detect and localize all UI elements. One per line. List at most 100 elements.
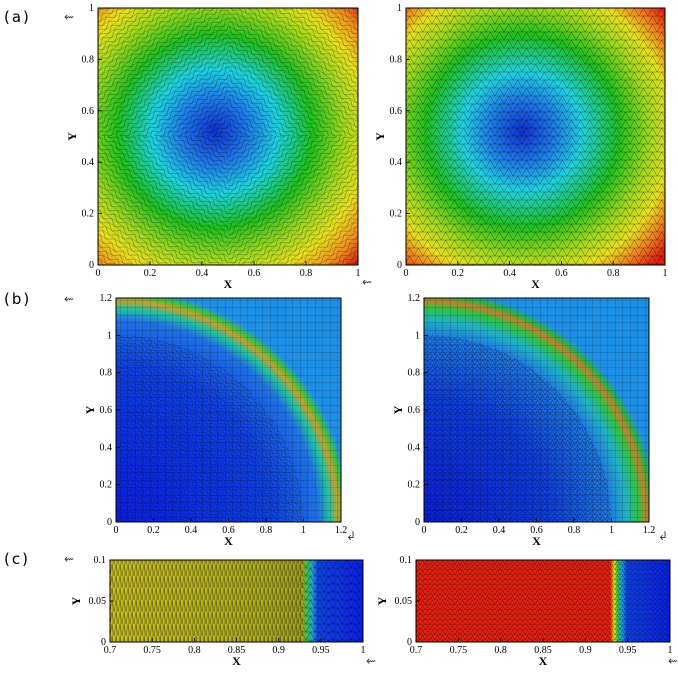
arrow-mark-c: ⇜ [64, 552, 75, 566]
x-tick-label: 0.8 [568, 525, 581, 536]
y-tick-label: 1 [107, 330, 112, 341]
x-tick-label: 0.6 [530, 525, 543, 536]
x-tick-label: 0.95 [619, 645, 637, 656]
plot-a-right [405, 7, 666, 266]
x-tick-label: 1 [609, 525, 614, 536]
y-tick-label: 0.6 [408, 405, 421, 416]
x-tick-label: 1 [356, 268, 361, 279]
y-tick-label: 1 [397, 3, 402, 14]
y-tick-label: 0 [415, 517, 420, 528]
y-tick-label: 1 [89, 3, 94, 14]
y-tick-label: 1 [415, 330, 420, 341]
x-axis-title: X [224, 534, 233, 548]
x-tick-label: 0.2 [147, 525, 160, 536]
y-tick-label: 0.8 [82, 54, 95, 65]
y-axis-title: Y [83, 405, 97, 414]
y-axis-title: Y [69, 596, 83, 605]
x-tick-label: 0 [404, 268, 409, 279]
y-axis-title: Y [375, 596, 389, 605]
x-tick-label: 1.2 [643, 525, 656, 536]
x-tick-label: 0.9 [579, 645, 592, 656]
y-tick-label: 0.2 [408, 480, 421, 491]
y-tick-label: 0.8 [390, 54, 403, 65]
x-tick-label: 0.85 [534, 645, 552, 656]
x-tick-label: 1 [361, 645, 366, 656]
x-tick-label: 1 [663, 268, 668, 279]
y-tick-label: 1.2 [100, 293, 113, 304]
y-axis-title: Y [373, 132, 387, 141]
y-tick-label: 0.6 [390, 106, 403, 117]
x-tick-label: 0.6 [248, 268, 261, 279]
x-tick-label: 0.8 [188, 645, 201, 656]
y-tick-label: 0.6 [82, 106, 95, 117]
x-tick-label: 0.6 [555, 268, 568, 279]
return-mark-b: ↲ [346, 529, 357, 543]
row-label-a: (a) [4, 8, 31, 26]
row-label-b: (b) [4, 290, 32, 308]
y-tick-label: 1.2 [408, 293, 421, 304]
x-tick-label: 0.4 [503, 268, 516, 279]
x-tick-label: 0.95 [312, 645, 330, 656]
x-tick-label: 0.8 [260, 525, 273, 536]
y-tick-label: 0.2 [100, 480, 113, 491]
plot-b-right [423, 297, 650, 523]
x-tick-label: 0.85 [228, 645, 246, 656]
y-tick-label: 0.2 [82, 209, 95, 220]
arrow-mark-c-right: ⇜ [668, 654, 678, 668]
y-tick-label: 0 [407, 637, 412, 648]
y-tick-label: 0.6 [100, 405, 113, 416]
x-tick-label: 0.2 [455, 525, 468, 536]
x-tick-label: 0 [114, 525, 119, 536]
y-tick-label: 0.4 [390, 157, 403, 168]
x-tick-label: 1 [668, 645, 673, 656]
x-tick-label: 0.6 [222, 525, 235, 536]
y-tick-label: 0.2 [390, 209, 403, 220]
y-tick-label: 0.1 [94, 555, 107, 566]
y-tick-label: 0.05 [395, 596, 413, 607]
plot-b-left [115, 297, 342, 523]
y-tick-label: 0.05 [89, 596, 107, 607]
y-tick-label: 0.4 [100, 442, 113, 453]
row-label-c: (c) [4, 550, 30, 568]
y-tick-label: 0.8 [408, 368, 421, 379]
x-tick-label: 0 [96, 268, 101, 279]
x-tick-label: 0.75 [143, 645, 161, 656]
x-tick-label: 0.8 [494, 645, 507, 656]
x-tick-label: 0.7 [410, 645, 423, 656]
y-axis-title: Y [391, 405, 405, 414]
x-tick-label: 0.8 [300, 268, 313, 279]
y-axis-title: Y [65, 132, 79, 141]
x-tick-label: 0.8 [607, 268, 620, 279]
y-tick-label: 0 [397, 260, 402, 271]
x-axis-title: X [232, 654, 241, 668]
arrow-mark-a: ⇜ [64, 10, 75, 24]
arrow-mark-b: ⇜ [64, 292, 75, 306]
y-tick-label: 0.4 [82, 157, 95, 168]
y-tick-label: 0 [107, 517, 112, 528]
x-tick-label: 0.7 [104, 645, 117, 656]
y-tick-label: 0.8 [100, 368, 113, 379]
y-tick-label: 0.4 [408, 442, 421, 453]
x-tick-label: 0.75 [450, 645, 468, 656]
x-axis-title: X [539, 654, 548, 668]
arrow-mark-c-left: ⇜ [366, 654, 377, 668]
x-tick-label: 1 [301, 525, 306, 536]
axes-layer: 0 0.2 0.4 0.6 0.8 1 0 0.2 0.4 0.6 0.8 1 X Y 0 0.2 0.4 0.6… [65, 3, 673, 668]
x-tick-label: 0.2 [452, 268, 465, 279]
x-tick-label: 0.4 [196, 268, 209, 279]
y-tick-label: 0 [101, 637, 106, 648]
y-tick-label: 0 [89, 260, 94, 271]
x-tick-label: 1.2 [335, 525, 348, 536]
x-tick-label: 0.9 [272, 645, 285, 656]
plot-c-left [109, 559, 364, 643]
plot-a-left [97, 7, 359, 266]
arrow-mark-a-right: ⇜ [362, 275, 373, 289]
return-mark-b-right: ↲ [658, 529, 669, 543]
x-tick-label: 0 [422, 525, 427, 536]
x-axis-title: X [532, 534, 541, 548]
x-tick-label: 0.2 [144, 268, 157, 279]
plot-c-right [415, 559, 671, 643]
x-axis-title: X [224, 277, 233, 291]
y-tick-label: 0.1 [400, 555, 413, 566]
